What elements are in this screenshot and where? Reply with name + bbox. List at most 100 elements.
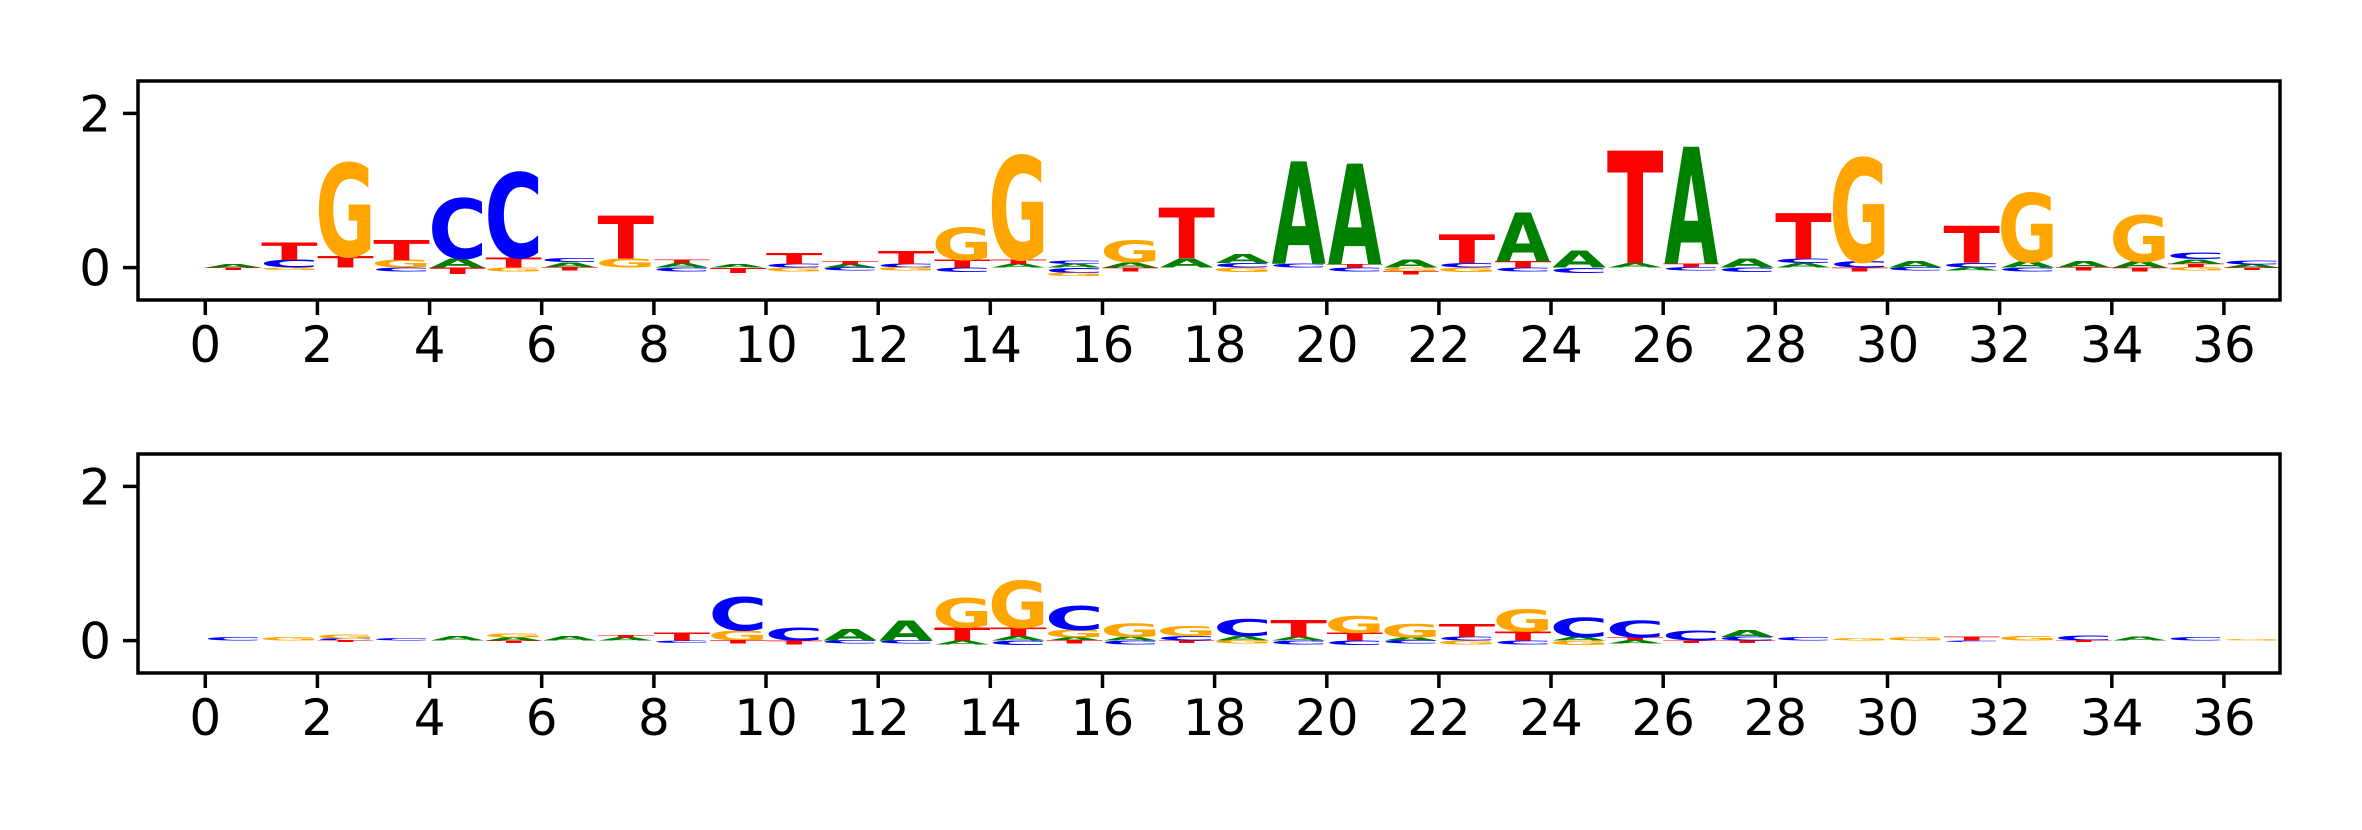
logo-letter-T: T bbox=[485, 640, 542, 644]
logo-letter-G: G bbox=[2110, 203, 2170, 277]
logo-letter-T: T bbox=[598, 635, 655, 639]
logo-letter-T: T bbox=[317, 253, 374, 271]
logo-letter-C: C bbox=[765, 624, 824, 645]
logo-letter-T: T bbox=[1943, 217, 2000, 276]
logo-letter-A: A bbox=[1384, 637, 1439, 642]
logo-letter-C: C bbox=[1101, 640, 1160, 646]
logo-letter-C: C bbox=[1493, 640, 1552, 646]
logo-letter-A: A bbox=[1103, 261, 1158, 270]
logo-letter-A: A bbox=[935, 640, 990, 646]
logo-letter-T: T bbox=[1607, 637, 1664, 642]
logo-letter-C: C bbox=[821, 267, 880, 272]
x-tick-label: 34 bbox=[2080, 316, 2144, 374]
logo-letter-A: A bbox=[543, 261, 598, 270]
logo-letter-A: A bbox=[1720, 628, 1775, 639]
x-tick-label: 32 bbox=[1968, 316, 2032, 374]
logo-position-stack: TAC bbox=[1493, 201, 1552, 278]
logo-letter-G: G bbox=[708, 628, 768, 644]
logo-letter-T: T bbox=[1383, 271, 1440, 276]
logo-position-stack: GCT bbox=[708, 589, 768, 645]
logo-position-stack: TAC G bbox=[2166, 251, 2226, 271]
logo-letter-T: T bbox=[261, 238, 318, 266]
logo-letter-T: T bbox=[2168, 263, 2225, 269]
logo-position-stack: AT bbox=[598, 635, 655, 642]
x-tick-label: 28 bbox=[1743, 316, 1807, 374]
logo-letter-C: C bbox=[1774, 637, 1833, 642]
axes-frame bbox=[136, 79, 2282, 302]
logo-letter-G: G bbox=[1829, 638, 1889, 642]
logo-position-stack: TC bbox=[652, 631, 711, 644]
logo-letter-A: A bbox=[1272, 135, 1326, 298]
x-tick-label: 2 bbox=[301, 316, 333, 374]
logo-letter-C: C bbox=[2054, 634, 2113, 643]
logo-letter-C: C bbox=[1213, 614, 1272, 641]
logo-letter-G: G bbox=[483, 267, 544, 273]
x-tick-label: 6 bbox=[526, 689, 558, 747]
logo-position-stack: AC bbox=[1550, 247, 1609, 275]
logo-position-stack: ACG bbox=[1212, 614, 1272, 644]
logo-letter-A: A bbox=[823, 626, 877, 644]
logo-letter-C: C bbox=[1718, 636, 1777, 642]
logo-letter-G: G bbox=[2222, 639, 2282, 641]
y-axis: 02 bbox=[79, 458, 138, 671]
logo-letter-T: T bbox=[2055, 267, 2112, 272]
logo-letter-C: C bbox=[652, 640, 711, 644]
logo-letter-C: C bbox=[1045, 266, 1104, 275]
logo-letter-T: T bbox=[822, 261, 879, 266]
logo-position-stack: CTA bbox=[1942, 217, 2001, 276]
logo-letter-A: A bbox=[1776, 262, 1831, 269]
logo-position-stack: G bbox=[1829, 638, 1889, 642]
logo-letter-G: G bbox=[1549, 639, 1609, 646]
logo-letter-T: T bbox=[1439, 620, 1496, 641]
logo-position-stack: AC bbox=[1718, 256, 1777, 274]
logo-letter-G: G bbox=[315, 137, 376, 286]
x-tick-label: 20 bbox=[1295, 316, 1359, 374]
logo-letter-G: G bbox=[1325, 611, 1386, 638]
logo-letter-T: T bbox=[1943, 636, 2000, 642]
x-tick-label: 34 bbox=[2080, 689, 2144, 747]
logo-position-stack: G bbox=[259, 637, 319, 642]
logo-letter-T: T bbox=[485, 255, 542, 271]
logo-letter-T: T bbox=[934, 624, 991, 645]
logo-position-stack: CA bbox=[1269, 135, 1328, 298]
logo-letter-C: C bbox=[428, 182, 487, 278]
logo-letter-G: G bbox=[259, 267, 319, 271]
logo-position-stack: C bbox=[372, 638, 431, 642]
logo-letter-T: T bbox=[766, 250, 823, 267]
logo-letter-C: C bbox=[1493, 267, 1552, 273]
logo-position-stack: CTG bbox=[876, 247, 936, 271]
x-tick-label: 16 bbox=[1071, 689, 1135, 747]
x-tick-label: 2 bbox=[301, 689, 333, 747]
logo-position-stack: TAC bbox=[1662, 116, 1721, 303]
logo-letter-G: G bbox=[1100, 235, 1160, 269]
x-tick-label: 6 bbox=[526, 316, 558, 374]
logo-letter-A: A bbox=[1216, 635, 1271, 642]
logo-letter-G: G bbox=[1829, 130, 1890, 296]
logo-letter-A: A bbox=[2225, 264, 2280, 269]
logo-letter-C: C bbox=[1662, 267, 1721, 272]
logo-letter-C: C bbox=[1550, 613, 1609, 644]
logo-position-stack: CT bbox=[2054, 634, 2113, 643]
x-tick-label: 12 bbox=[846, 316, 910, 374]
logo-letter-C: C bbox=[1269, 263, 1328, 269]
logo-letter-A: A bbox=[1608, 262, 1663, 269]
logo-position-stack: AGC bbox=[1381, 620, 1441, 645]
logo-position-stack: A bbox=[2113, 636, 2168, 642]
x-axis: 0 2 4 6 8 10 12 14 16 18 20 22 24 26 28 30 32 34 36 bbox=[189, 300, 2256, 374]
logo-position-stack: AGT bbox=[483, 633, 544, 644]
logo-position-stack: CGT bbox=[1829, 130, 1890, 296]
logo-position-stack: AGC bbox=[1997, 175, 2058, 284]
logo-letter-T: T bbox=[1327, 264, 1384, 269]
logo-letter-G: G bbox=[1156, 623, 1216, 639]
logo-letter-C: C bbox=[933, 266, 992, 273]
y-tick-label: 2 bbox=[79, 458, 111, 516]
logo-letter-C: C bbox=[1437, 636, 1496, 642]
logo-letter-A: A bbox=[991, 263, 1046, 269]
axes-frame bbox=[136, 452, 2282, 675]
logo-position-stack: C bbox=[204, 637, 263, 642]
logo-position-stack: AT bbox=[710, 264, 767, 275]
